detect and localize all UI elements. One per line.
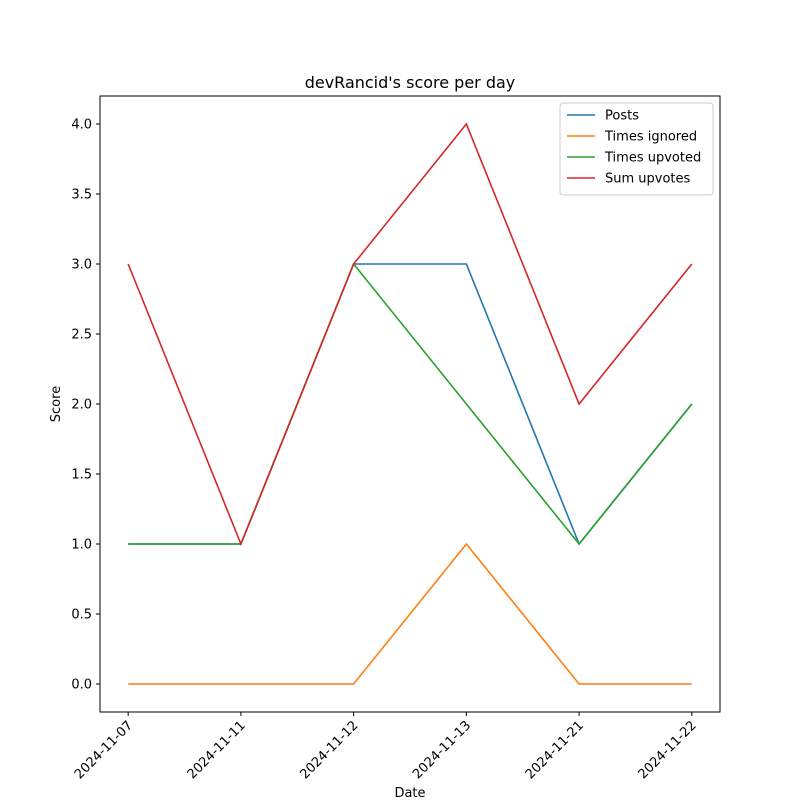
- y-tick-label: 2.5: [71, 328, 92, 343]
- series-line: [127, 122, 693, 547]
- chart-title: devRancid's score per day: [305, 73, 516, 92]
- series-line: [128, 542, 692, 685]
- y-tick-label: 2.0: [71, 398, 92, 413]
- x-axis-label: Date: [394, 786, 425, 800]
- y-tick-label: 3.0: [71, 258, 92, 273]
- x-tick-label: 2024-11-22: [636, 718, 700, 782]
- legend-label: Sum upvotes: [605, 172, 691, 187]
- x-tick-label: 2024-11-21: [523, 718, 587, 782]
- series-line: [128, 262, 693, 546]
- y-axis-label: Score: [49, 386, 64, 422]
- y-tick-label: 1.0: [71, 538, 92, 553]
- y-tick-label: 3.5: [71, 188, 92, 203]
- x-tick-label: 2024-11-13: [410, 718, 474, 782]
- y-tick-label: 0.5: [71, 608, 92, 623]
- y-tick-label: 0.0: [71, 678, 92, 693]
- legend-label: Posts: [605, 109, 639, 124]
- legend-label: Times ignored: [604, 130, 697, 145]
- y-tick-label: 1.5: [71, 468, 92, 483]
- y-tick-label: 4.0: [71, 118, 92, 133]
- legend-box: [559, 102, 714, 196]
- x-tick-label: 2024-11-07: [72, 718, 136, 782]
- x-tick-label: 2024-11-11: [185, 718, 249, 782]
- legend-label: Times upvoted: [604, 151, 701, 166]
- series-line: [128, 263, 693, 546]
- x-tick-label: 2024-11-12: [297, 718, 361, 782]
- plot-frame: [99, 95, 721, 713]
